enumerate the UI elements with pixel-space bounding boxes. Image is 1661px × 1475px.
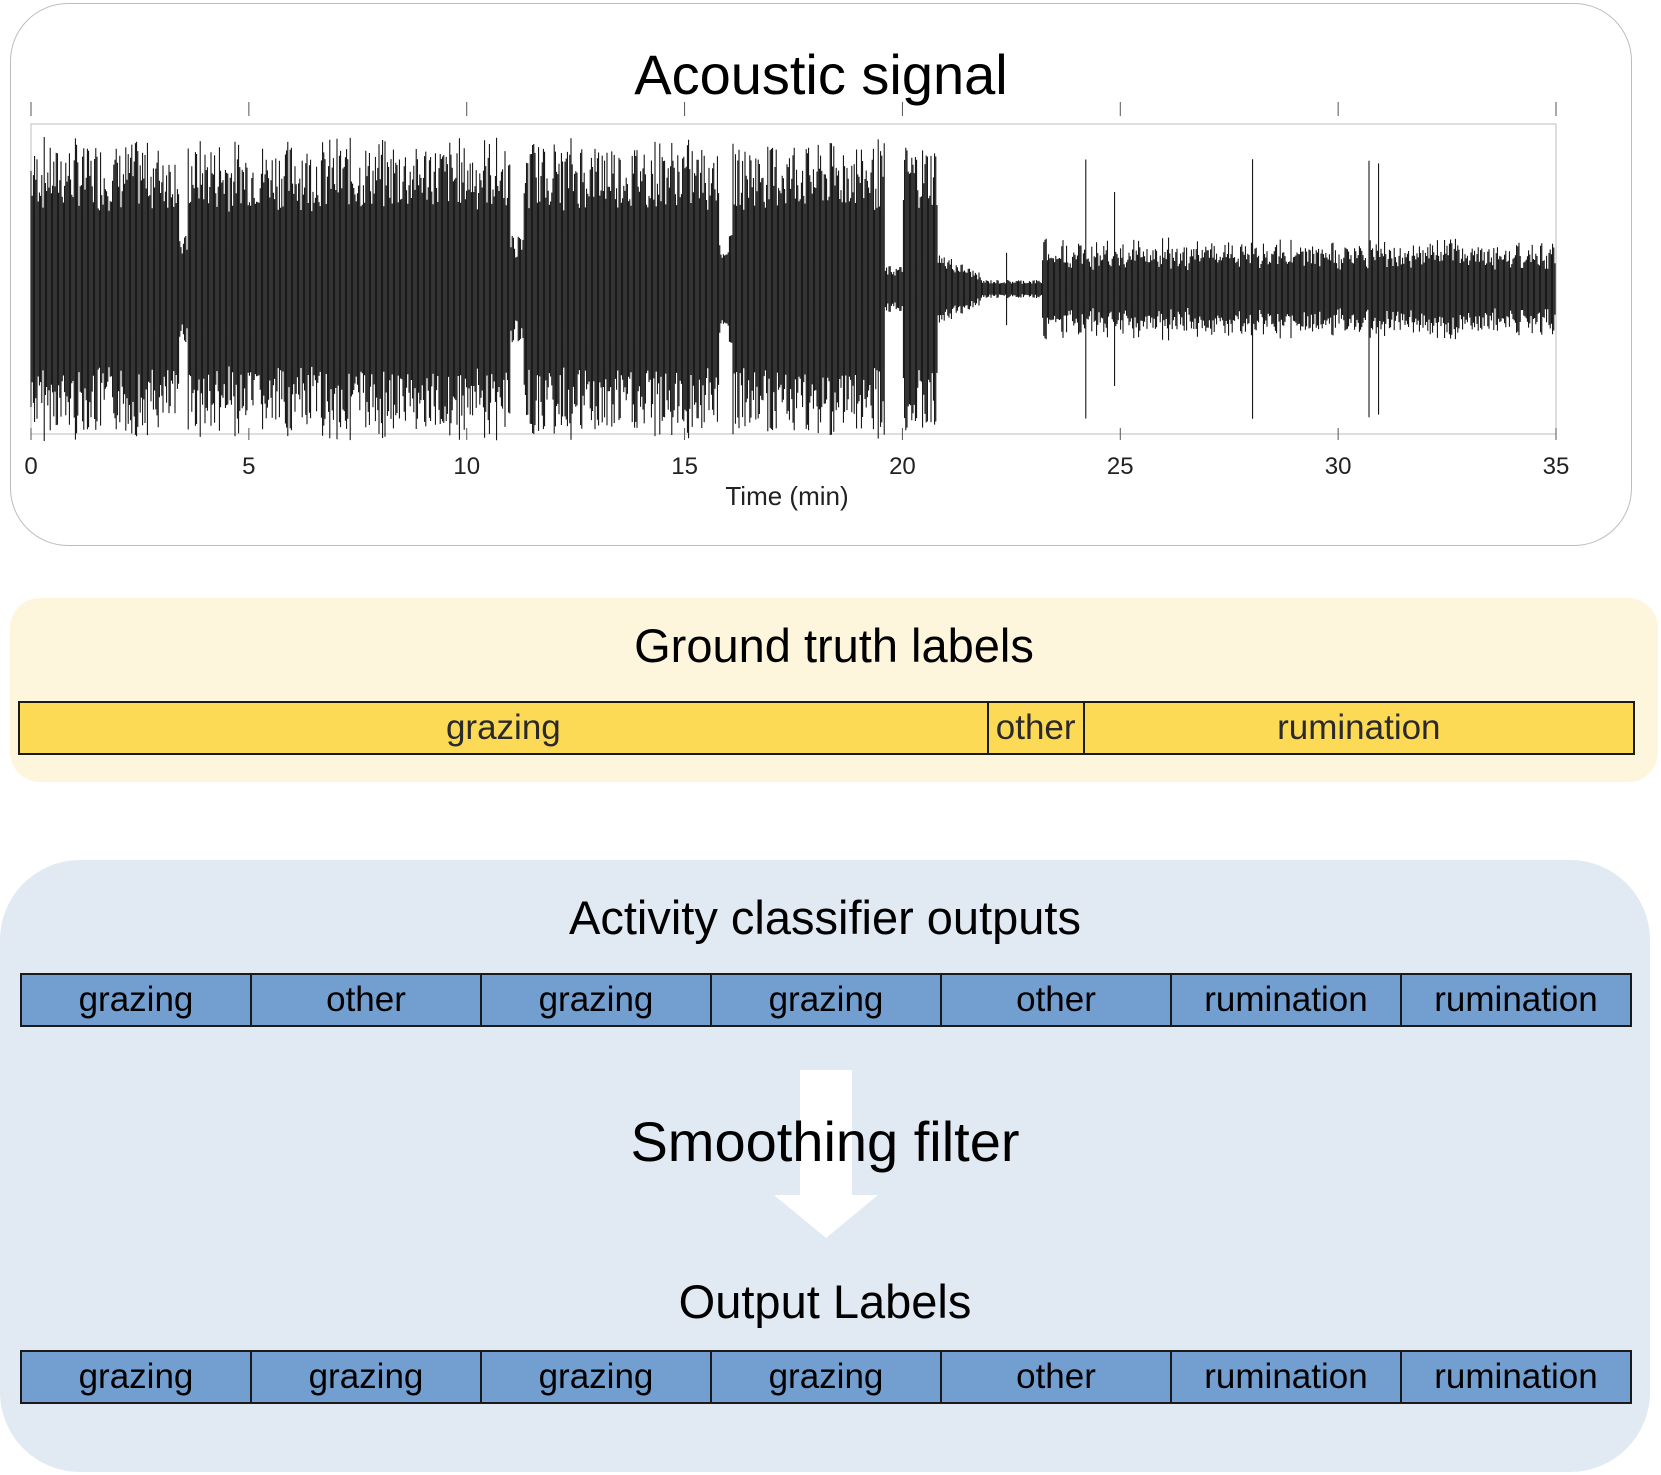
classifier-output-segment: grazing xyxy=(712,975,942,1025)
classifier-output-segment: other xyxy=(942,975,1172,1025)
ground-truth-label-bar: grazing other rumination xyxy=(18,701,1635,755)
acoustic-signal-panel: Acoustic signal 0 5 10 15 20 25 30 35 Time (min) xyxy=(10,3,1632,546)
ground-truth-segment-rumination: rumination xyxy=(1277,708,1441,747)
x-tick-label: 10 xyxy=(453,453,480,480)
x-tick-label: 5 xyxy=(242,453,255,480)
x-tick-label: 15 xyxy=(671,453,698,480)
x-tick-label: 35 xyxy=(1543,453,1570,480)
smoothing-filter-label: Smoothing filter xyxy=(630,1110,1020,1173)
classifier-output-segment: rumination xyxy=(1434,980,1598,1019)
x-tick-label: 30 xyxy=(1325,453,1352,480)
output-labels-title: Output Labels xyxy=(678,1275,972,1328)
acoustic-waveform-plot: 0 5 10 15 20 25 30 35 Time (min) xyxy=(24,102,1570,511)
output-label-bar: grazing grazing grazing grazing other ru… xyxy=(20,1350,1632,1404)
classifier-panel: Activity classifier outputs grazing othe… xyxy=(0,860,1650,1472)
output-label-segment: rumination xyxy=(1434,1357,1598,1396)
output-label-segment: other xyxy=(942,1352,1172,1402)
classifier-output-segment: grazing xyxy=(482,975,712,1025)
x-tick-label: 0 xyxy=(24,453,37,480)
output-label-segment: grazing xyxy=(482,1352,712,1402)
output-label-segment: grazing xyxy=(252,1352,482,1402)
acoustic-signal-title: Acoustic signal xyxy=(634,43,1008,106)
ground-truth-segment-grazing: grazing xyxy=(20,703,989,753)
classifier-outputs-title: Activity classifier outputs xyxy=(569,891,1081,944)
output-label-segment: grazing xyxy=(712,1352,942,1402)
down-arrow-icon xyxy=(774,1070,878,1238)
classifier-output-segment: grazing xyxy=(22,975,252,1025)
x-tick-label: 25 xyxy=(1107,453,1134,480)
ground-truth-segment-other: other xyxy=(989,703,1085,753)
x-tick-label: 20 xyxy=(889,453,916,480)
output-label-segment: grazing xyxy=(22,1352,252,1402)
ground-truth-title: Ground truth labels xyxy=(634,619,1034,672)
x-axis-label: Time (min) xyxy=(725,481,848,511)
classifier-output-segment: other xyxy=(252,975,482,1025)
output-label-segment: rumination xyxy=(1172,1352,1402,1402)
ground-truth-panel: Ground truth labels grazing other rumina… xyxy=(10,598,1658,782)
classifier-output-bar: grazing other grazing grazing other rumi… xyxy=(20,973,1632,1027)
waveform-trace xyxy=(30,137,1556,441)
classifier-output-segment: rumination xyxy=(1172,975,1402,1025)
